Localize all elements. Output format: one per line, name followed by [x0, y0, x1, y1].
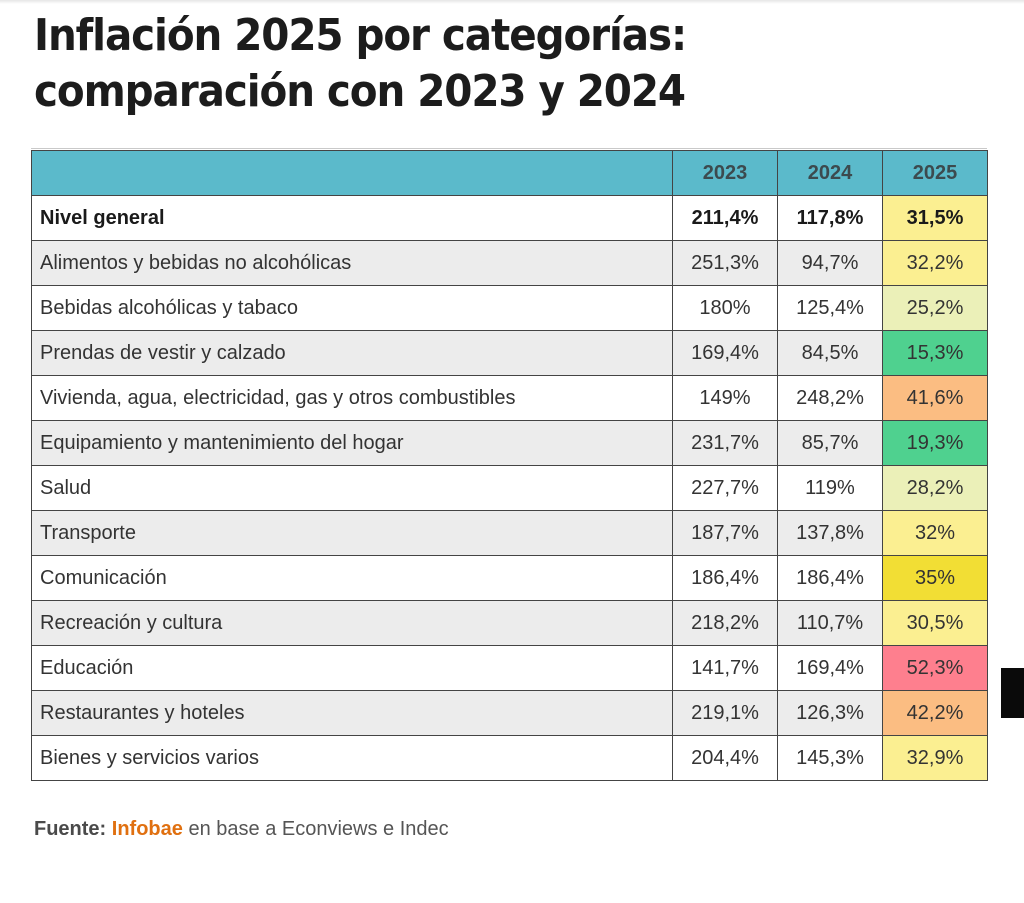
table-header-row: 2023 2024 2025 [31, 150, 988, 196]
value-2023-cell: 218,2% [672, 600, 778, 646]
category-cell: Bienes y servicios varios [31, 735, 673, 781]
value-2024-cell: 169,4% [777, 645, 883, 691]
category-cell: Transporte [31, 510, 673, 556]
table-row: Vivienda, agua, electricidad, gas y otro… [31, 375, 988, 421]
value-2025-cell: 15,3% [882, 330, 988, 376]
value-2024-cell: 119% [777, 465, 883, 511]
source-brand-link[interactable]: Infobae [111, 818, 183, 840]
value-2025-cell: 32,9% [882, 735, 988, 781]
title-line-2: comparación con 2023 y 2024 [34, 66, 686, 117]
category-cell: Salud [31, 465, 673, 511]
value-2023-cell: 169,4% [672, 330, 778, 376]
category-cell: Alimentos y bebidas no alcohólicas [31, 240, 673, 286]
table-row: Bienes y servicios varios 204,4% 145,3% 32,… [31, 735, 988, 781]
table-row: Recreación y cultura 218,2% 110,7% 30,5% [31, 600, 988, 646]
table-row: Prendas de vestir y calzado 169,4% 84,5% 15… [31, 330, 988, 376]
value-2025-cell: 41,6% [882, 375, 988, 421]
value-2024-cell: 94,7% [777, 240, 883, 286]
value-2025-cell: 31,5% [882, 195, 988, 241]
table-row: Nivel general 211,4% 117,8% 31,5% [31, 195, 988, 241]
category-cell: Equipamiento y mantenimiento del hogar [31, 420, 673, 466]
value-2023-cell: 187,7% [672, 510, 778, 556]
inflation-table: 2023 2024 2025 Nivel general 211,4% 117,8%… [31, 150, 988, 781]
title-divider [31, 148, 987, 149]
category-cell: Bebidas alcohólicas y tabaco [31, 285, 673, 331]
table-row: Salud 227,7% 119% 28,2% [31, 465, 988, 511]
source-label: Fuente: [34, 818, 107, 840]
value-2023-cell: 180% [672, 285, 778, 331]
value-2023-cell: 141,7% [672, 645, 778, 691]
table-row: Comunicación 186,4% 186,4% 35% [31, 555, 988, 601]
side-handle [1001, 668, 1024, 718]
value-2024-cell: 117,8% [777, 195, 883, 241]
table-row: Equipamiento y mantenimiento del hogar 23… [31, 420, 988, 466]
top-shadow-bar [0, 0, 1024, 4]
value-2025-cell: 28,2% [882, 465, 988, 511]
header-2023: 2023 [672, 150, 778, 196]
value-2024-cell: 110,7% [777, 600, 883, 646]
table-row: Transporte 187,7% 137,8% 32% [31, 510, 988, 556]
table-row: Bebidas alcohólicas y tabaco 180% 125,4% 25… [31, 285, 988, 331]
source-note: Fuente: Infobae en base a Econviews e In… [34, 818, 449, 841]
category-cell: Comunicación [31, 555, 673, 601]
value-2023-cell: 251,3% [672, 240, 778, 286]
category-cell: Recreación y cultura [31, 600, 673, 646]
table-row: Alimentos y bebidas no alcohólicas 251,3%… [31, 240, 988, 286]
table-row: Restaurantes y hoteles 219,1% 126,3% 42,2% [31, 690, 988, 736]
value-2025-cell: 52,3% [882, 645, 988, 691]
value-2025-cell: 30,5% [882, 600, 988, 646]
value-2025-cell: 32% [882, 510, 988, 556]
value-2024-cell: 137,8% [777, 510, 883, 556]
category-cell: Restaurantes y hoteles [31, 690, 673, 736]
category-cell: Prendas de vestir y calzado [31, 330, 673, 376]
value-2023-cell: 211,4% [672, 195, 778, 241]
category-cell: Educación [31, 645, 673, 691]
value-2025-cell: 32,2% [882, 240, 988, 286]
value-2024-cell: 84,5% [777, 330, 883, 376]
value-2024-cell: 248,2% [777, 375, 883, 421]
header-2024: 2024 [777, 150, 883, 196]
value-2023-cell: 149% [672, 375, 778, 421]
category-cell: Vivienda, agua, electricidad, gas y otro… [31, 375, 673, 421]
table-row: Educación 141,7% 169,4% 52,3% [31, 645, 988, 691]
value-2024-cell: 186,4% [777, 555, 883, 601]
value-2023-cell: 204,4% [672, 735, 778, 781]
header-2025: 2025 [882, 150, 988, 196]
value-2024-cell: 126,3% [777, 690, 883, 736]
value-2024-cell: 125,4% [777, 285, 883, 331]
value-2025-cell: 19,3% [882, 420, 988, 466]
value-2024-cell: 145,3% [777, 735, 883, 781]
header-category [31, 150, 673, 196]
value-2023-cell: 227,7% [672, 465, 778, 511]
value-2023-cell: 186,4% [672, 555, 778, 601]
value-2024-cell: 85,7% [777, 420, 883, 466]
page-title: Inflación 2025 por categorías: comparaci… [34, 8, 687, 120]
value-2025-cell: 25,2% [882, 285, 988, 331]
source-rest: en base a Econviews e Indec [188, 818, 449, 840]
value-2025-cell: 42,2% [882, 690, 988, 736]
title-line-1: Inflación 2025 por categorías: [34, 10, 687, 61]
value-2023-cell: 219,1% [672, 690, 778, 736]
category-cell: Nivel general [31, 195, 673, 241]
value-2023-cell: 231,7% [672, 420, 778, 466]
value-2025-cell: 35% [882, 555, 988, 601]
